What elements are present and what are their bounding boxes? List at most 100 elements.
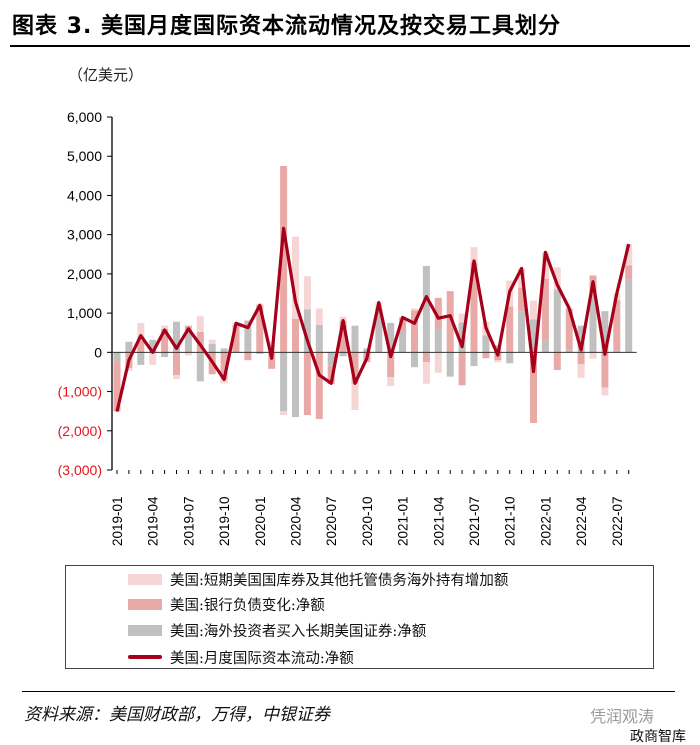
legend-label: 美国:短期美国国库券及其他托管债务海外持有增加额 [170, 572, 509, 589]
bar [196, 316, 204, 332]
bar [303, 276, 311, 310]
bar [125, 341, 133, 353]
x-tick-label: 2019-07 [181, 496, 196, 546]
bar [565, 349, 573, 353]
bar [577, 364, 585, 378]
bar [601, 387, 609, 396]
bar [292, 236, 299, 319]
watermark: 凭润观涛 [590, 707, 655, 726]
bar [173, 321, 180, 353]
source-note: 资料来源：美国财政部，万得，中银证券 [24, 705, 330, 725]
bar [387, 377, 395, 387]
bar [232, 324, 240, 353]
legend: 美国:短期美国国库券及其他托管债务海外持有增加额 美国:银行负债变化:净额 美国… [65, 565, 654, 669]
title-rule [10, 45, 690, 47]
bar [518, 311, 526, 353]
bar [518, 287, 526, 312]
bar [625, 279, 633, 353]
y-tick-label: 2,000 [67, 266, 102, 282]
x-tick-label: 2019-10 [217, 496, 232, 546]
bar [256, 305, 264, 353]
x-tick-label: 2022-04 [574, 496, 589, 546]
y-tick-label: 0 [94, 344, 102, 360]
bar [553, 289, 561, 353]
x-tick-label: 2020-10 [360, 496, 375, 546]
net-flow-line [115, 226, 631, 412]
bar [553, 352, 561, 370]
x-tick-label: 2020-04 [289, 496, 304, 546]
x-tick-label: 2020-07 [324, 496, 339, 546]
y-tick-label: (1,000) [58, 384, 102, 400]
bar [339, 320, 347, 353]
bar [470, 247, 478, 263]
bar [411, 308, 418, 311]
bar [387, 322, 395, 353]
bar [327, 352, 335, 366]
bar [541, 278, 549, 340]
bar [351, 325, 359, 353]
bar [506, 352, 514, 364]
bar [244, 319, 252, 321]
bar [530, 319, 537, 353]
bar [506, 306, 514, 353]
legend-item-short-term: 美国:短期美国国库券及其他托管债务海外持有增加额 [128, 569, 508, 589]
bar [292, 352, 299, 418]
bar [113, 362, 121, 412]
chart-title: 图表 3. 美国月度国际资本流动情况及按交易工具划分 [12, 14, 561, 39]
bar [113, 352, 121, 363]
bar [530, 352, 537, 423]
legend-swatch [128, 624, 162, 636]
bar [589, 352, 597, 359]
bar [339, 316, 347, 321]
bar [125, 368, 133, 371]
bar [208, 343, 216, 353]
x-tick-label: 2021-04 [431, 496, 446, 546]
bar [577, 352, 585, 365]
legend-item-net-flow: 美国:月度国际资本流动:净额 [128, 647, 354, 667]
bar [173, 375, 180, 380]
bar [446, 291, 454, 353]
y-tick-label: 4,000 [67, 187, 102, 203]
bar [601, 352, 609, 388]
bar [375, 313, 383, 353]
bar [375, 309, 383, 314]
bar [280, 411, 288, 416]
y-tick-label: 3,000 [67, 227, 102, 243]
bar [184, 331, 192, 353]
bar [196, 352, 204, 382]
bar [399, 331, 407, 353]
bar [351, 352, 359, 384]
bar [268, 352, 276, 369]
bar [458, 313, 466, 323]
legend-label: 美国:海外投资者买入长期美国证券:净额 [170, 623, 427, 640]
bar [613, 300, 621, 351]
bar [411, 352, 418, 368]
watermark-2: 政商智库 [630, 729, 686, 745]
bar [292, 318, 299, 353]
bar [149, 339, 157, 353]
bar [422, 352, 430, 363]
bar [577, 325, 585, 353]
bar [208, 339, 216, 344]
y-tick-label: 6,000 [67, 109, 102, 125]
y-tick-label: 5,000 [67, 148, 102, 164]
bar [315, 308, 323, 325]
bar [434, 297, 442, 329]
y-tick-label: 1,000 [67, 305, 102, 321]
bar [137, 340, 145, 353]
x-tick-label: 2021-10 [503, 496, 518, 546]
bar [351, 383, 359, 410]
bar [625, 265, 633, 280]
bar [161, 325, 169, 329]
x-tick-label: 2021-07 [467, 496, 482, 546]
bar [399, 317, 407, 332]
x-tick-label: 2019-04 [146, 496, 161, 546]
bar [280, 166, 288, 353]
bar [363, 348, 371, 353]
bar [494, 360, 502, 363]
x-tick-label: 2021-01 [396, 496, 411, 546]
y-tick-label: (2,000) [58, 423, 102, 439]
bar [387, 352, 395, 378]
y-tick-label: (3,000) [58, 462, 102, 478]
